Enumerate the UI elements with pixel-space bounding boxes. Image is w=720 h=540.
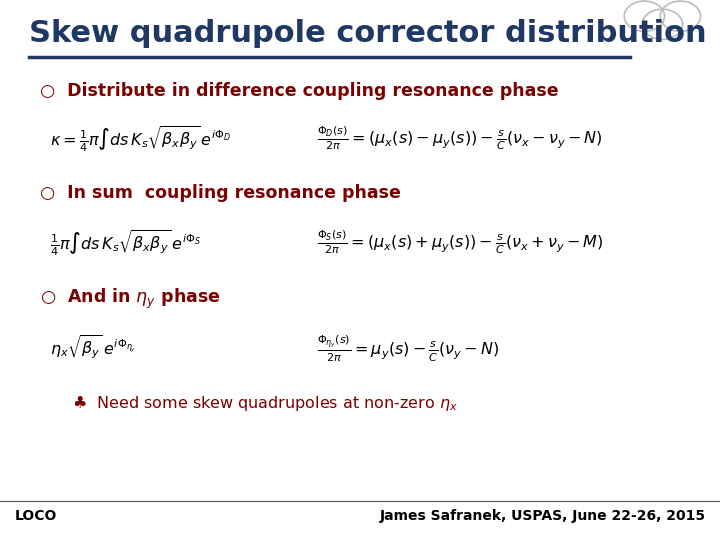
Text: ♣  Need some skew quadrupoles at non-zero $\eta_x$: ♣ Need some skew quadrupoles at non-zero… — [72, 393, 458, 413]
Text: ○  In sum  coupling resonance phase: ○ In sum coupling resonance phase — [40, 184, 400, 201]
Text: $\frac{\Phi_D(s)}{2\pi} = (\mu_x(s) - \mu_y(s)) - \frac{s}{C}(\nu_x - \nu_y - N): $\frac{\Phi_D(s)}{2\pi} = (\mu_x(s) - \m… — [317, 124, 603, 152]
Text: ○  Distribute in difference coupling resonance phase: ○ Distribute in difference coupling reso… — [40, 82, 558, 100]
Text: $\frac{\Phi_{\eta_y}(s)}{2\pi} = \mu_y(s) - \frac{s}{C}(\nu_y - N)$: $\frac{\Phi_{\eta_y}(s)}{2\pi} = \mu_y(s… — [317, 334, 499, 364]
Text: Skew quadrupole corrector distribution: Skew quadrupole corrector distribution — [29, 19, 706, 48]
Text: $\kappa = \frac{1}{4}\pi\int ds\,K_s\sqrt{\beta_x\beta_y}\,e^{i\Phi_D}$: $\kappa = \frac{1}{4}\pi\int ds\,K_s\sqr… — [50, 124, 232, 154]
Text: James Safranek, USPAS, June 22-26, 2015: James Safranek, USPAS, June 22-26, 2015 — [379, 509, 706, 523]
Text: $\eta_x\sqrt{\beta_y}\,e^{i\Phi_{\eta_y}}$: $\eta_x\sqrt{\beta_y}\,e^{i\Phi_{\eta_y}… — [50, 334, 137, 361]
Text: ○  And in $\eta_y$ phase: ○ And in $\eta_y$ phase — [40, 287, 220, 312]
Text: LOCO: LOCO — [14, 509, 57, 523]
Text: $\frac{\Phi_S(s)}{2\pi} = (\mu_x(s) + \mu_y(s)) - \frac{s}{C}(\nu_x + \nu_y - M): $\frac{\Phi_S(s)}{2\pi} = (\mu_x(s) + \m… — [317, 228, 603, 256]
Text: $\frac{1}{4}\pi\int ds\,K_s\sqrt{\beta_x\beta_y}\,e^{i\Phi_S}$: $\frac{1}{4}\pi\int ds\,K_s\sqrt{\beta_x… — [50, 228, 202, 258]
